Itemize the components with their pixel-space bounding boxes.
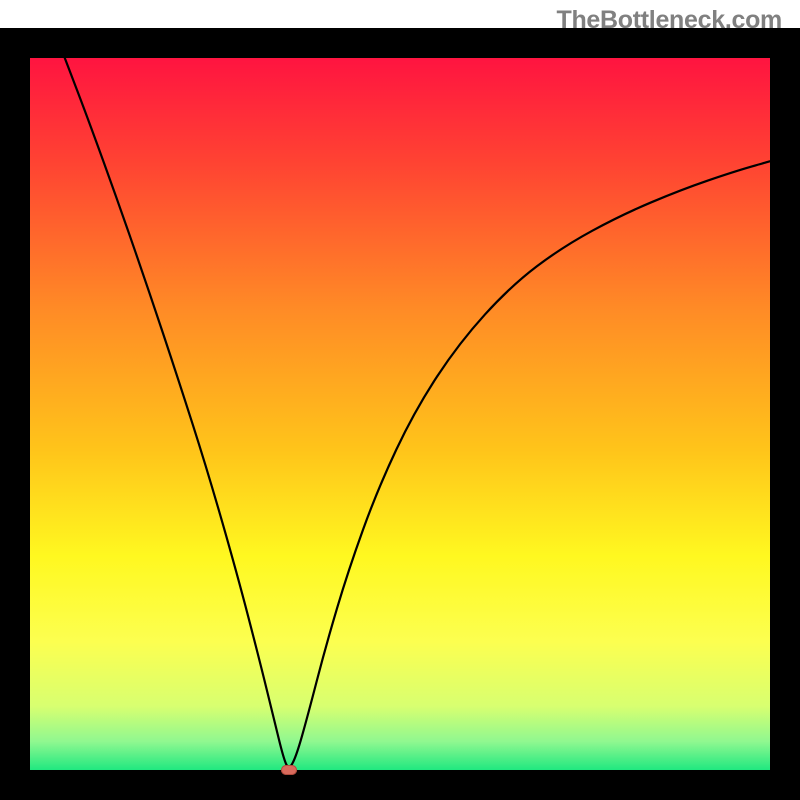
plot-area <box>30 58 770 770</box>
curve-svg <box>30 58 770 770</box>
plot-frame-outer <box>0 28 800 800</box>
watermark-text: TheBottleneck.com <box>556 6 782 35</box>
chart-container: { "watermark": { "text": "TheBottleneck.… <box>0 0 800 800</box>
curve-path <box>65 58 770 767</box>
minimum-marker <box>281 765 297 775</box>
